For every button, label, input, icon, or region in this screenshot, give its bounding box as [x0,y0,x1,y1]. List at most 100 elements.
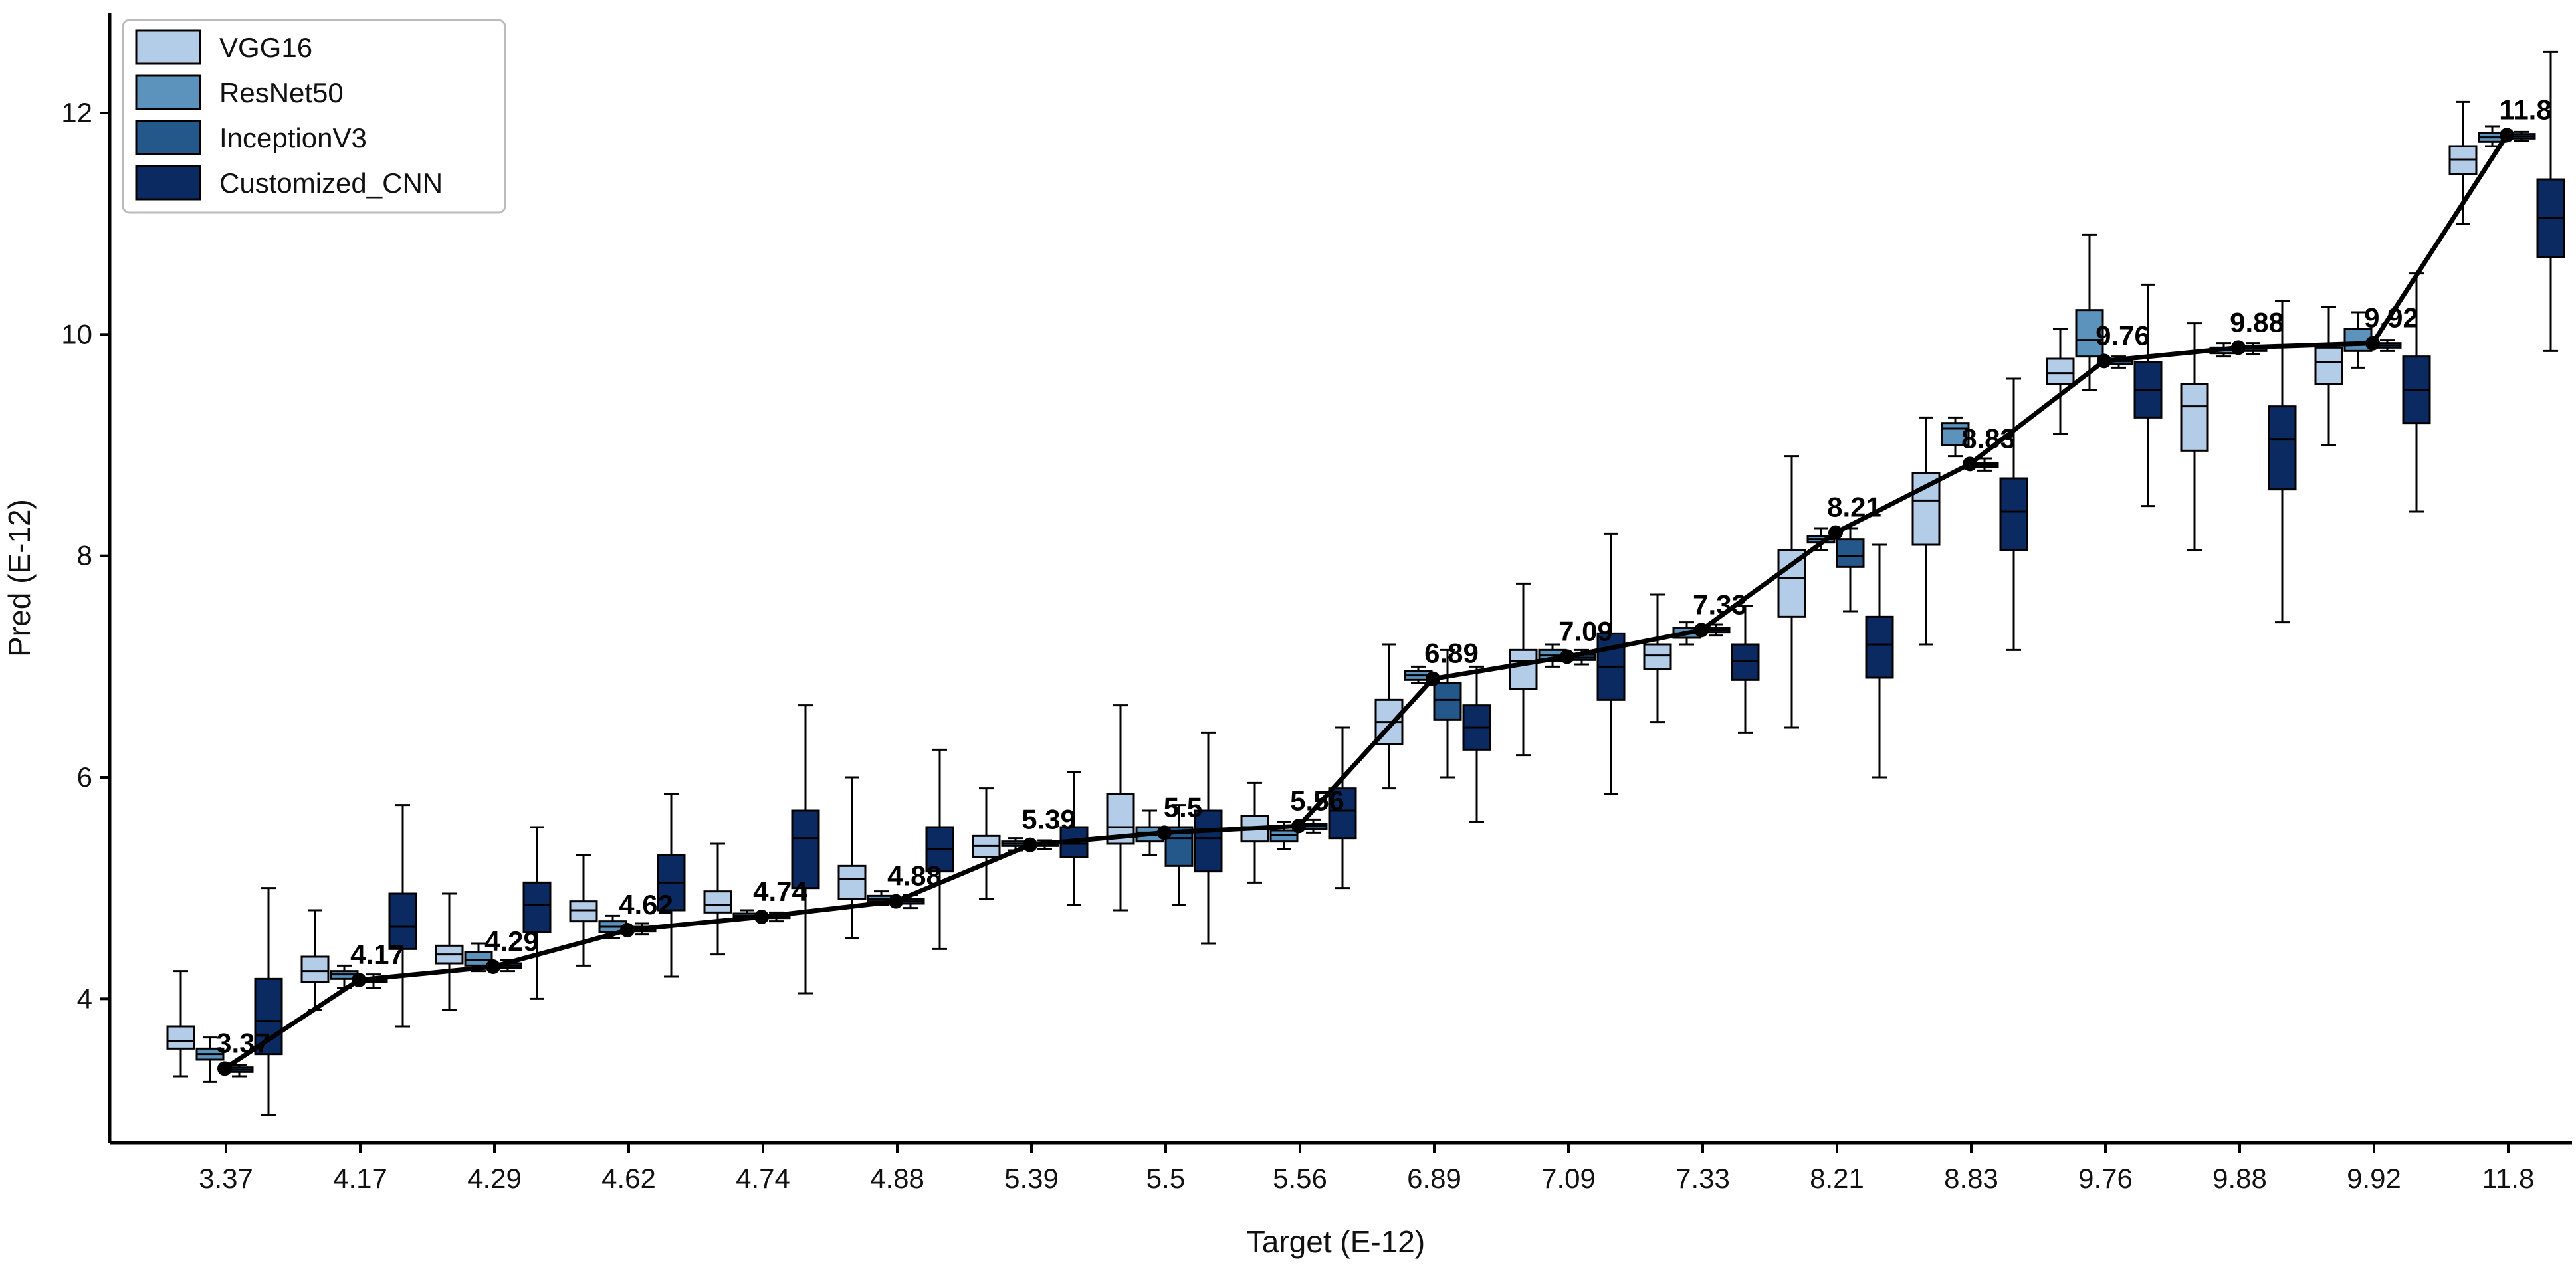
target-point [1291,819,1306,834]
box-vgg16 [569,854,598,967]
target-point [2097,353,2111,369]
x-tick-label: 9.76 [2078,1163,2133,1194]
box-body [166,1025,195,1050]
target-line-path [223,134,2509,1071]
box-resnet50 [1941,416,1970,458]
legend: VGG16 ResNet50 InceptionV3 Customized_CNN [122,19,506,214]
x-tick-label: 11.8 [2482,1163,2535,1194]
x-tick-label: 7.33 [1675,1163,1730,1194]
legend-swatch [135,165,201,201]
box-body [1509,648,1538,690]
box-customized-cnn [657,793,686,978]
target-line: 3.37 4.17 4.29 4.62 4.74 4.88 5.39 5.5 5.56 6.89 7… [216,94,2552,1076]
target-point [1828,525,1843,540]
box-customized-cnn [2133,283,2163,508]
data-label: 7.33 [1693,589,1747,620]
legend-swatch [135,74,201,110]
box-body [837,864,867,900]
target-point [1560,649,1574,664]
box-customized-cnn [254,887,283,1116]
box-customized-cnn [1194,731,1223,945]
x-tick-label: 8.83 [1944,1163,1998,1194]
box-body [2268,405,2297,491]
box-vgg16 [300,909,330,1011]
data-label: 3.37 [216,1027,270,1058]
box-resnet50 [195,1036,225,1083]
data-label: 4.88 [887,860,942,892]
box-vgg16 [1777,455,1806,729]
box-vgg16 [2046,328,2075,435]
x-tick-label: 5.5 [1146,1163,1185,1194]
target-point [2365,336,2380,351]
box-body [1999,477,2028,551]
box-customized-cnn [388,804,417,1028]
box-customized-cnn [1999,377,2028,651]
legend-label: ResNet50 [219,77,344,108]
data-label: 5.5 [1164,791,1202,823]
box-body [300,955,330,983]
box-customized-cnn [791,704,820,995]
box-vgg16 [972,787,1001,900]
box-vgg16 [1509,582,1538,757]
box-inceptionv3 [1433,648,1462,779]
x-tick-label: 4.29 [467,1163,522,1194]
box-inceptionv3 [1836,527,1865,613]
data-label: 9.88 [2230,306,2284,338]
box-vgg16 [435,892,464,1011]
y-tick-label: 10 [61,318,92,349]
box-resnet50 [464,942,493,973]
box-body [1865,615,1894,679]
target-point [352,973,366,987]
box-vgg16 [1643,593,1672,724]
legend-swatch [135,29,201,65]
target-point [1023,837,1037,852]
legend-swatch [135,120,201,155]
x-tick-label: 6.89 [1407,1163,1461,1194]
x-tick-label: 8.21 [1810,1163,1864,1194]
box-body [569,900,598,923]
box-body [2314,346,2343,385]
box-resnet50 [2075,233,2104,391]
box-customized-cnn [1462,665,1491,823]
target-point [486,959,500,974]
y-tick-label: 4 [77,983,92,1014]
x-axis-title: Target (E-12) [1247,1224,1425,1259]
box-vgg16 [166,970,195,1078]
box-body [1194,809,1223,873]
target-point [889,894,903,909]
box-body [1328,787,1357,840]
data-label: 4.62 [619,889,673,920]
data-label: 4.17 [350,939,405,970]
x-tick-label: 5.39 [1004,1163,1059,1194]
box-body [1433,682,1462,721]
box-body [1777,549,1806,618]
box-customized-cnn [522,826,552,1000]
x-tick-label: 9.88 [2212,1163,2267,1194]
box-body [2075,309,2104,358]
x-tick-label: 4.88 [870,1163,924,1194]
box-vgg16 [2314,306,2343,446]
target-point [217,1061,232,1076]
box-customized-cnn [1596,532,1626,795]
legend-frame [122,19,506,214]
data-label: 11.8 [2499,94,2551,125]
x-tick-label: 9.92 [2347,1163,2401,1194]
y-tick-label: 6 [77,761,92,793]
x-tick-label: 5.56 [1273,1163,1327,1194]
y-tick-label: 8 [77,540,92,571]
box-body [254,977,283,1056]
box-customized-cnn [1328,726,1357,890]
data-label: 9.92 [2364,302,2418,334]
box-vgg16 [1106,704,1135,912]
box-vgg16 [2180,322,2209,551]
x-tick-label: 4.17 [333,1163,387,1194]
box-vgg16 [1240,781,1269,884]
box-body [388,892,417,950]
box-customized-cnn [2536,50,2565,352]
target-point [1694,623,1709,638]
target-point [1963,456,1977,472]
x-tick-label: 4.74 [736,1163,790,1194]
axes: Target (E-12) Pred (E-12) 4 6 8 10 12 3.37 4.1… [2,13,2572,1259]
box-vgg16 [703,842,732,956]
